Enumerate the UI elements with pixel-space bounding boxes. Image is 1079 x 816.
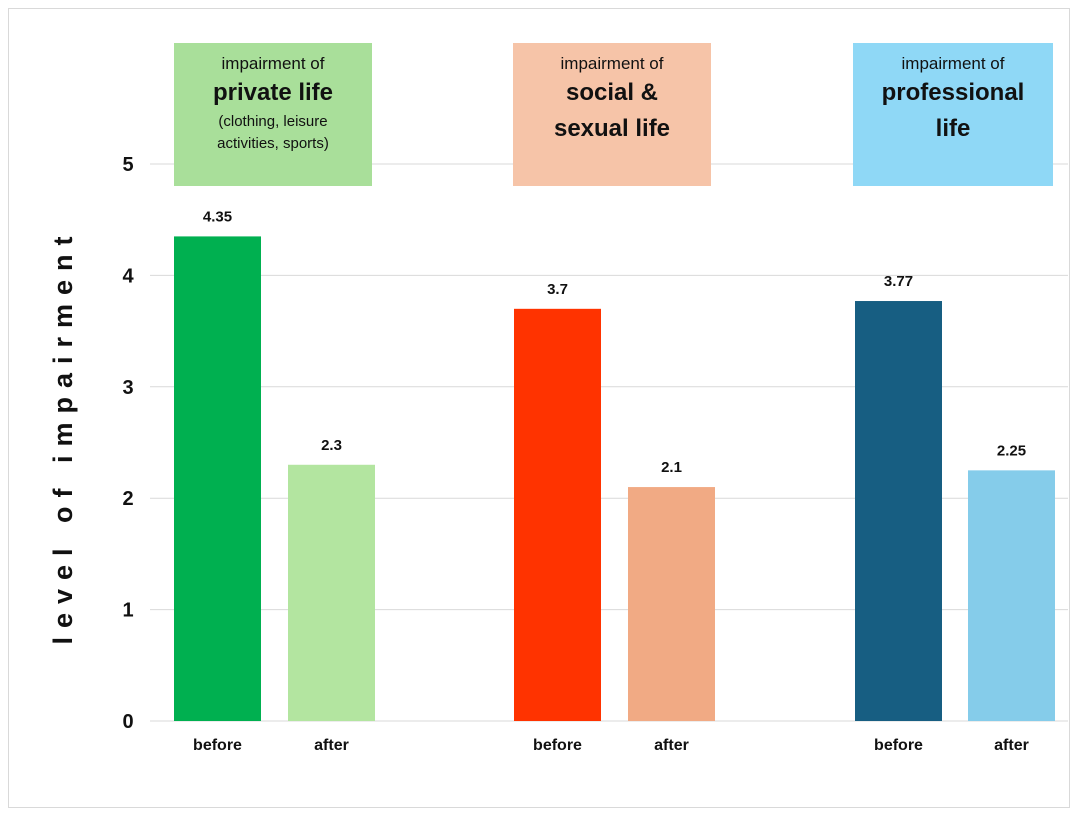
- group-header-private-life: impairment of private life (clothing, le…: [174, 43, 372, 186]
- category-label: before: [533, 737, 582, 754]
- bars: [174, 236, 1055, 721]
- category-label: before: [193, 737, 242, 754]
- y-tick-label: 2: [122, 488, 133, 510]
- y-tick-label: 4: [122, 265, 134, 287]
- bar-after: [628, 487, 715, 721]
- group-header-social-sexual-life: impairment of social & sexual life: [513, 43, 711, 186]
- y-axis: 0 1 2 3 4 5: [122, 154, 134, 733]
- header-note: (clothing, leisure activities, sports): [217, 113, 329, 152]
- y-tick-label: 5: [122, 154, 133, 176]
- data-label: 3.7: [547, 281, 568, 298]
- bar-before: [514, 308, 601, 721]
- y-tick-label: 0: [122, 711, 133, 733]
- header-prefix: impairment of: [221, 54, 325, 73]
- x-axis-categories: before after before after before after: [193, 737, 1029, 754]
- data-label: 2.25: [997, 442, 1026, 459]
- header-prefix: impairment of: [560, 54, 664, 73]
- data-label: 2.3: [321, 437, 342, 454]
- data-label: 4.35: [203, 208, 232, 225]
- group-header-professional-life: impairment of professional life: [853, 43, 1053, 186]
- header-title: social & sexual life: [553, 79, 671, 142]
- bar-before: [855, 301, 942, 721]
- bar-after: [968, 470, 1055, 721]
- y-tick-label: 1: [122, 600, 133, 622]
- bar-before: [174, 236, 261, 721]
- category-label: after: [314, 737, 349, 754]
- category-label: after: [994, 737, 1029, 754]
- y-axis-title: level of impairment: [48, 227, 78, 644]
- data-labels: 4.35 2.3 3.7 2.1 3.77 2.25: [203, 208, 1026, 476]
- header-title: professional life: [881, 79, 1025, 142]
- data-label: 3.77: [884, 273, 913, 290]
- data-label: 2.1: [661, 459, 682, 476]
- header-prefix: impairment of: [901, 54, 1005, 73]
- category-label: after: [654, 737, 689, 754]
- header-title: private life: [212, 79, 334, 106]
- bar-after: [288, 464, 375, 721]
- y-tick-label: 3: [122, 377, 133, 399]
- category-label: before: [874, 737, 923, 754]
